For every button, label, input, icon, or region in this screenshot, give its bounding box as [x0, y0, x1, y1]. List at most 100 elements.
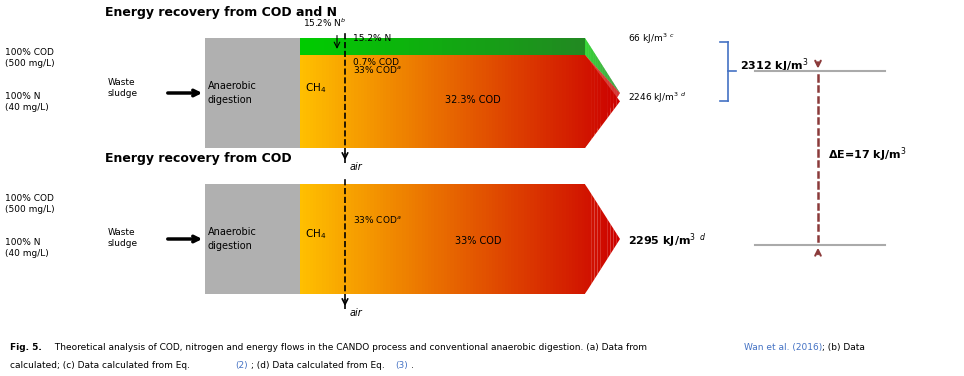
- Polygon shape: [482, 184, 486, 294]
- Polygon shape: [444, 184, 447, 294]
- Polygon shape: [371, 38, 376, 55]
- Polygon shape: [304, 184, 307, 294]
- Polygon shape: [591, 194, 595, 284]
- Polygon shape: [469, 55, 472, 148]
- Polygon shape: [332, 184, 335, 294]
- Polygon shape: [335, 55, 338, 148]
- Bar: [205, 38, 300, 148]
- Polygon shape: [540, 55, 543, 148]
- Polygon shape: [312, 55, 316, 148]
- Polygon shape: [505, 184, 508, 294]
- Polygon shape: [435, 55, 438, 148]
- Polygon shape: [486, 184, 489, 294]
- Polygon shape: [601, 209, 604, 269]
- Polygon shape: [392, 184, 396, 294]
- Polygon shape: [547, 184, 549, 294]
- Polygon shape: [556, 55, 559, 148]
- Polygon shape: [428, 38, 433, 55]
- Polygon shape: [380, 55, 384, 148]
- Polygon shape: [463, 184, 467, 294]
- Polygon shape: [374, 55, 377, 148]
- Polygon shape: [425, 55, 428, 148]
- Polygon shape: [556, 184, 559, 294]
- Polygon shape: [533, 38, 538, 55]
- Polygon shape: [367, 55, 370, 148]
- Text: air: air: [350, 308, 362, 318]
- Polygon shape: [300, 55, 304, 148]
- Polygon shape: [352, 38, 357, 55]
- Polygon shape: [543, 55, 547, 148]
- Polygon shape: [463, 55, 467, 148]
- Polygon shape: [490, 38, 495, 55]
- Polygon shape: [588, 59, 591, 144]
- Polygon shape: [387, 55, 389, 148]
- Polygon shape: [309, 55, 312, 148]
- Polygon shape: [523, 38, 528, 55]
- Polygon shape: [338, 184, 341, 294]
- Text: 33% COD$^a$: 33% COD$^a$: [353, 64, 402, 75]
- Polygon shape: [499, 38, 504, 55]
- Polygon shape: [471, 38, 476, 55]
- Polygon shape: [399, 55, 402, 148]
- Polygon shape: [578, 55, 581, 148]
- Polygon shape: [374, 184, 377, 294]
- Polygon shape: [309, 38, 314, 55]
- Polygon shape: [438, 184, 441, 294]
- Polygon shape: [576, 184, 578, 294]
- Polygon shape: [515, 184, 518, 294]
- Text: CH$_4$: CH$_4$: [305, 81, 327, 95]
- Polygon shape: [521, 184, 524, 294]
- Polygon shape: [467, 184, 469, 294]
- Polygon shape: [538, 38, 542, 55]
- Polygon shape: [447, 38, 452, 55]
- Polygon shape: [402, 55, 406, 148]
- Polygon shape: [534, 184, 537, 294]
- Polygon shape: [527, 55, 530, 148]
- Polygon shape: [435, 184, 438, 294]
- Polygon shape: [515, 55, 518, 148]
- Polygon shape: [457, 55, 460, 148]
- Polygon shape: [418, 38, 423, 55]
- Text: ΔE=17 kJ/m$^3$: ΔE=17 kJ/m$^3$: [828, 145, 906, 164]
- Polygon shape: [343, 38, 347, 55]
- Polygon shape: [521, 55, 524, 148]
- Polygon shape: [338, 55, 341, 148]
- Polygon shape: [476, 55, 479, 148]
- Polygon shape: [578, 184, 581, 294]
- Polygon shape: [316, 55, 319, 148]
- Text: ; (d) Data calculated from Eq.: ; (d) Data calculated from Eq.: [251, 361, 388, 370]
- Polygon shape: [304, 55, 307, 148]
- Polygon shape: [441, 184, 444, 294]
- Polygon shape: [527, 184, 530, 294]
- Polygon shape: [329, 184, 332, 294]
- Polygon shape: [504, 38, 509, 55]
- Polygon shape: [495, 38, 499, 55]
- Polygon shape: [551, 38, 556, 55]
- Polygon shape: [509, 38, 514, 55]
- Polygon shape: [604, 80, 607, 123]
- Polygon shape: [601, 76, 604, 127]
- Polygon shape: [562, 184, 566, 294]
- Text: Waste
sludge: Waste sludge: [108, 78, 138, 98]
- Polygon shape: [508, 184, 511, 294]
- Text: 2246 kJ/m$^3$ $^d$: 2246 kJ/m$^3$ $^d$: [628, 91, 686, 105]
- Polygon shape: [418, 184, 421, 294]
- Polygon shape: [576, 38, 580, 55]
- Polygon shape: [566, 184, 569, 294]
- Bar: [205, 184, 300, 294]
- Text: .: .: [411, 361, 414, 370]
- Polygon shape: [355, 184, 358, 294]
- Polygon shape: [409, 55, 412, 148]
- Polygon shape: [314, 38, 319, 55]
- Polygon shape: [537, 55, 540, 148]
- Polygon shape: [591, 63, 595, 140]
- Polygon shape: [569, 184, 572, 294]
- Polygon shape: [576, 55, 578, 148]
- Polygon shape: [332, 55, 335, 148]
- Polygon shape: [406, 55, 409, 148]
- Polygon shape: [309, 184, 312, 294]
- Polygon shape: [341, 184, 345, 294]
- Polygon shape: [431, 55, 435, 148]
- Polygon shape: [322, 184, 326, 294]
- Text: 32.3% COD: 32.3% COD: [445, 95, 500, 105]
